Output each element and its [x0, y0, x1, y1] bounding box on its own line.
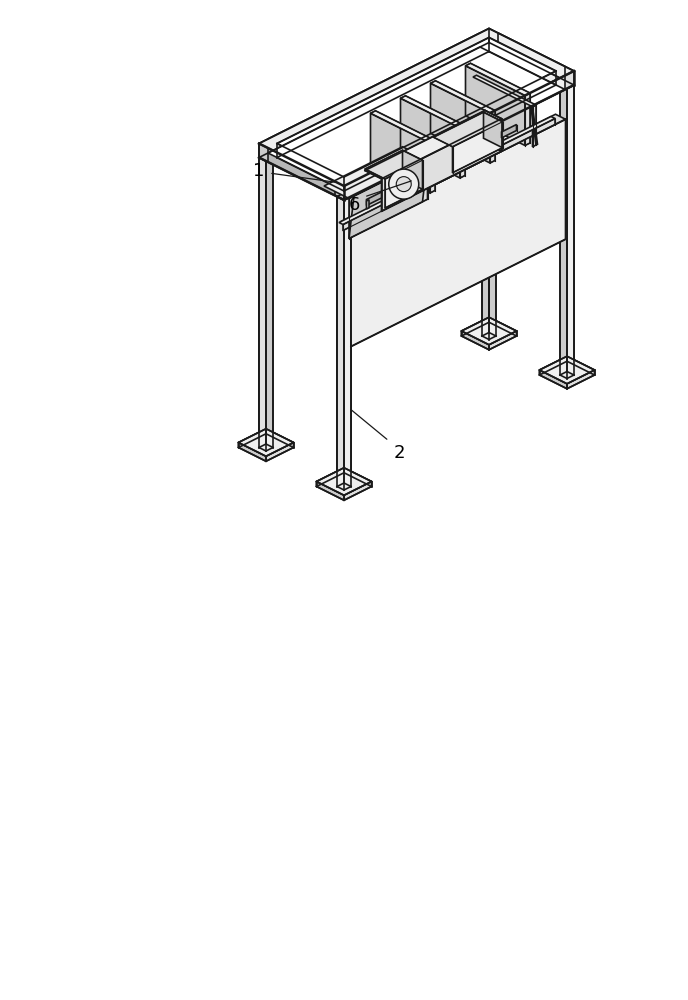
Polygon shape: [473, 75, 536, 107]
Polygon shape: [462, 317, 517, 345]
Polygon shape: [268, 148, 335, 196]
Polygon shape: [466, 66, 525, 145]
Polygon shape: [277, 37, 556, 177]
Polygon shape: [344, 196, 351, 490]
Polygon shape: [567, 85, 574, 378]
Polygon shape: [259, 28, 489, 157]
Polygon shape: [462, 317, 489, 336]
Polygon shape: [316, 468, 372, 495]
Polygon shape: [482, 42, 489, 336]
Polygon shape: [341, 114, 566, 227]
Polygon shape: [316, 468, 344, 487]
Polygon shape: [489, 317, 517, 336]
Text: 6: 6: [348, 196, 360, 214]
Polygon shape: [367, 200, 369, 209]
Polygon shape: [371, 111, 435, 143]
Polygon shape: [324, 147, 427, 198]
Polygon shape: [385, 160, 422, 208]
Polygon shape: [259, 154, 273, 161]
Polygon shape: [430, 140, 435, 193]
Polygon shape: [259, 154, 266, 448]
Polygon shape: [344, 193, 351, 487]
Polygon shape: [353, 76, 565, 196]
Polygon shape: [400, 96, 465, 128]
Polygon shape: [239, 429, 294, 456]
Polygon shape: [344, 468, 372, 487]
Polygon shape: [498, 33, 565, 81]
Polygon shape: [490, 110, 495, 163]
Polygon shape: [349, 159, 427, 238]
Polygon shape: [482, 42, 496, 49]
Polygon shape: [560, 82, 574, 89]
Polygon shape: [266, 442, 294, 461]
Polygon shape: [239, 442, 266, 461]
Polygon shape: [489, 42, 496, 336]
Circle shape: [389, 169, 419, 199]
Polygon shape: [259, 157, 266, 451]
Polygon shape: [344, 71, 574, 200]
Polygon shape: [337, 193, 344, 487]
Circle shape: [396, 177, 411, 192]
Polygon shape: [489, 331, 517, 350]
Polygon shape: [371, 113, 430, 193]
Polygon shape: [567, 356, 594, 375]
Polygon shape: [433, 112, 502, 147]
Polygon shape: [525, 93, 530, 145]
Polygon shape: [533, 105, 536, 147]
Text: 1: 1: [253, 162, 265, 180]
Polygon shape: [339, 116, 555, 225]
Polygon shape: [365, 110, 502, 179]
Polygon shape: [484, 112, 502, 148]
Polygon shape: [316, 482, 344, 500]
Polygon shape: [367, 192, 382, 206]
Polygon shape: [560, 82, 567, 375]
Polygon shape: [460, 125, 465, 178]
Polygon shape: [462, 331, 489, 350]
Polygon shape: [344, 482, 372, 500]
Polygon shape: [351, 119, 566, 347]
Text: 2: 2: [394, 444, 405, 462]
Polygon shape: [402, 150, 422, 189]
Polygon shape: [337, 193, 351, 200]
Polygon shape: [343, 118, 555, 231]
Polygon shape: [539, 356, 567, 375]
Polygon shape: [539, 370, 567, 389]
Polygon shape: [502, 124, 517, 138]
Polygon shape: [239, 429, 266, 448]
Polygon shape: [382, 119, 502, 211]
Polygon shape: [489, 28, 574, 85]
Polygon shape: [485, 110, 502, 151]
Polygon shape: [259, 143, 344, 200]
Polygon shape: [337, 196, 344, 490]
Polygon shape: [400, 98, 460, 178]
Polygon shape: [349, 159, 427, 238]
Polygon shape: [266, 429, 294, 448]
Polygon shape: [268, 47, 565, 196]
Polygon shape: [453, 122, 502, 173]
Polygon shape: [431, 83, 490, 163]
Polygon shape: [431, 81, 495, 113]
Polygon shape: [266, 154, 273, 448]
Polygon shape: [259, 28, 574, 186]
Polygon shape: [466, 63, 530, 96]
Polygon shape: [531, 107, 537, 145]
Polygon shape: [539, 356, 594, 384]
Polygon shape: [268, 33, 480, 153]
Polygon shape: [365, 150, 422, 179]
Polygon shape: [567, 82, 574, 375]
Polygon shape: [567, 370, 594, 389]
